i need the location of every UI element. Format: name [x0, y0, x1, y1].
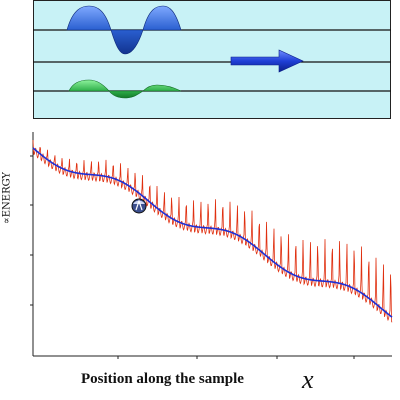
- x-axis-symbol: x: [302, 365, 314, 394]
- arrow-right-icon: [230, 49, 304, 73]
- y-ticks: [30, 155, 33, 306]
- energy-plot: [30, 132, 393, 359]
- wave-panel: [33, 0, 391, 119]
- ball-icon: [131, 198, 147, 214]
- wave-lower: [68, 79, 182, 99]
- x-axis-label: Position along the sample x: [0, 365, 400, 397]
- y-axis-label: ∝ENERGY: [1, 168, 17, 228]
- x-axis-label-text: Position along the sample: [81, 371, 244, 387]
- y-axis-label-text: ∝ENERGY: [1, 171, 13, 225]
- curve-fine-oscillation: [32, 139, 393, 323]
- curve-average: [32, 147, 393, 318]
- x-ticks: [117, 356, 355, 359]
- wave-upper: [66, 5, 182, 55]
